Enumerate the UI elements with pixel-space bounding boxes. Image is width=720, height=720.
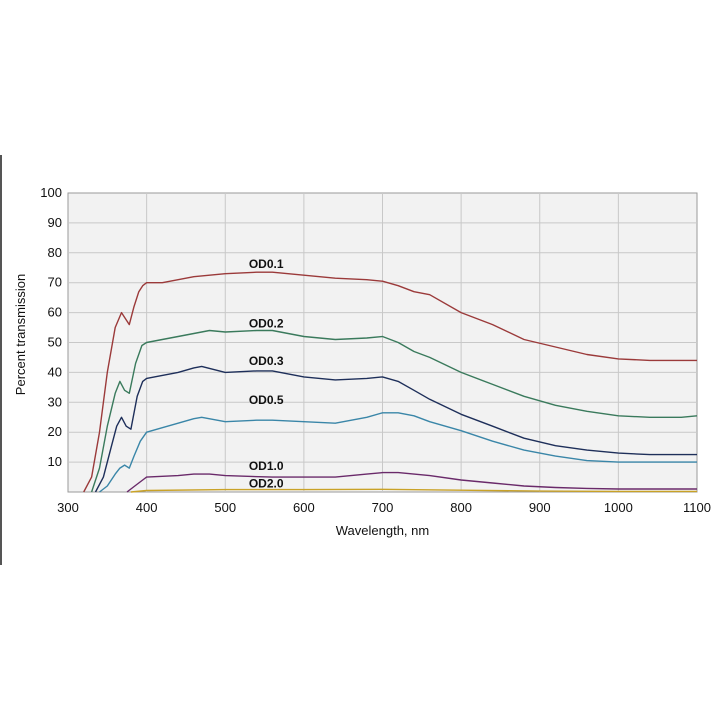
x-tick-label: 800 bbox=[450, 500, 472, 515]
x-tick-label: 300 bbox=[57, 500, 79, 515]
x-tick-label: 1100 bbox=[683, 500, 711, 515]
y-tick-label: 70 bbox=[48, 275, 62, 290]
y-tick-label: 10 bbox=[48, 454, 62, 469]
y-tick-labels: 10 20 30 40 50 60 70 80 90 100 bbox=[40, 185, 62, 469]
x-tick-label: 700 bbox=[372, 500, 394, 515]
series-line-od02 bbox=[90, 329, 698, 493]
series-labels: OD0.1 OD0.2 OD0.3 OD0.5 OD1.0 OD2.0 bbox=[249, 257, 284, 491]
y-tick-label: 90 bbox=[48, 215, 62, 230]
series-line-od10 bbox=[126, 471, 697, 493]
x-tick-label: 600 bbox=[293, 500, 315, 515]
series-line-od05 bbox=[99, 412, 697, 493]
x-tick-label: 1000 bbox=[604, 500, 633, 515]
series-label: OD0.3 bbox=[249, 354, 284, 368]
x-tick-labels: 300 400 500 600 700 800 900 1000 1100 bbox=[57, 500, 711, 515]
series-label: OD0.2 bbox=[249, 317, 284, 331]
left-edge-rule bbox=[0, 155, 2, 565]
y-axis-title: Percent transmission bbox=[13, 274, 28, 395]
y-tick-label: 100 bbox=[40, 185, 62, 200]
series-label: OD1.0 bbox=[249, 459, 284, 473]
y-tick-label: 30 bbox=[48, 394, 62, 409]
x-axis-title: Wavelength, nm bbox=[336, 523, 429, 538]
y-tick-label: 50 bbox=[48, 335, 62, 350]
series-label: OD0.5 bbox=[249, 393, 284, 407]
series-line-od01 bbox=[83, 271, 697, 493]
x-tick-label: 900 bbox=[529, 500, 551, 515]
y-tick-label: 40 bbox=[48, 364, 62, 379]
series-label: OD0.1 bbox=[249, 257, 284, 271]
y-tick-label: 80 bbox=[48, 245, 62, 260]
y-tick-label: 60 bbox=[48, 305, 62, 320]
series-line-od20 bbox=[130, 488, 697, 493]
y-tick-label: 20 bbox=[48, 424, 62, 439]
x-tick-label: 400 bbox=[136, 500, 158, 515]
series-line-od03 bbox=[94, 365, 697, 493]
series-lines bbox=[83, 271, 698, 493]
x-tick-label: 500 bbox=[214, 500, 236, 515]
series-label: OD2.0 bbox=[249, 477, 284, 491]
